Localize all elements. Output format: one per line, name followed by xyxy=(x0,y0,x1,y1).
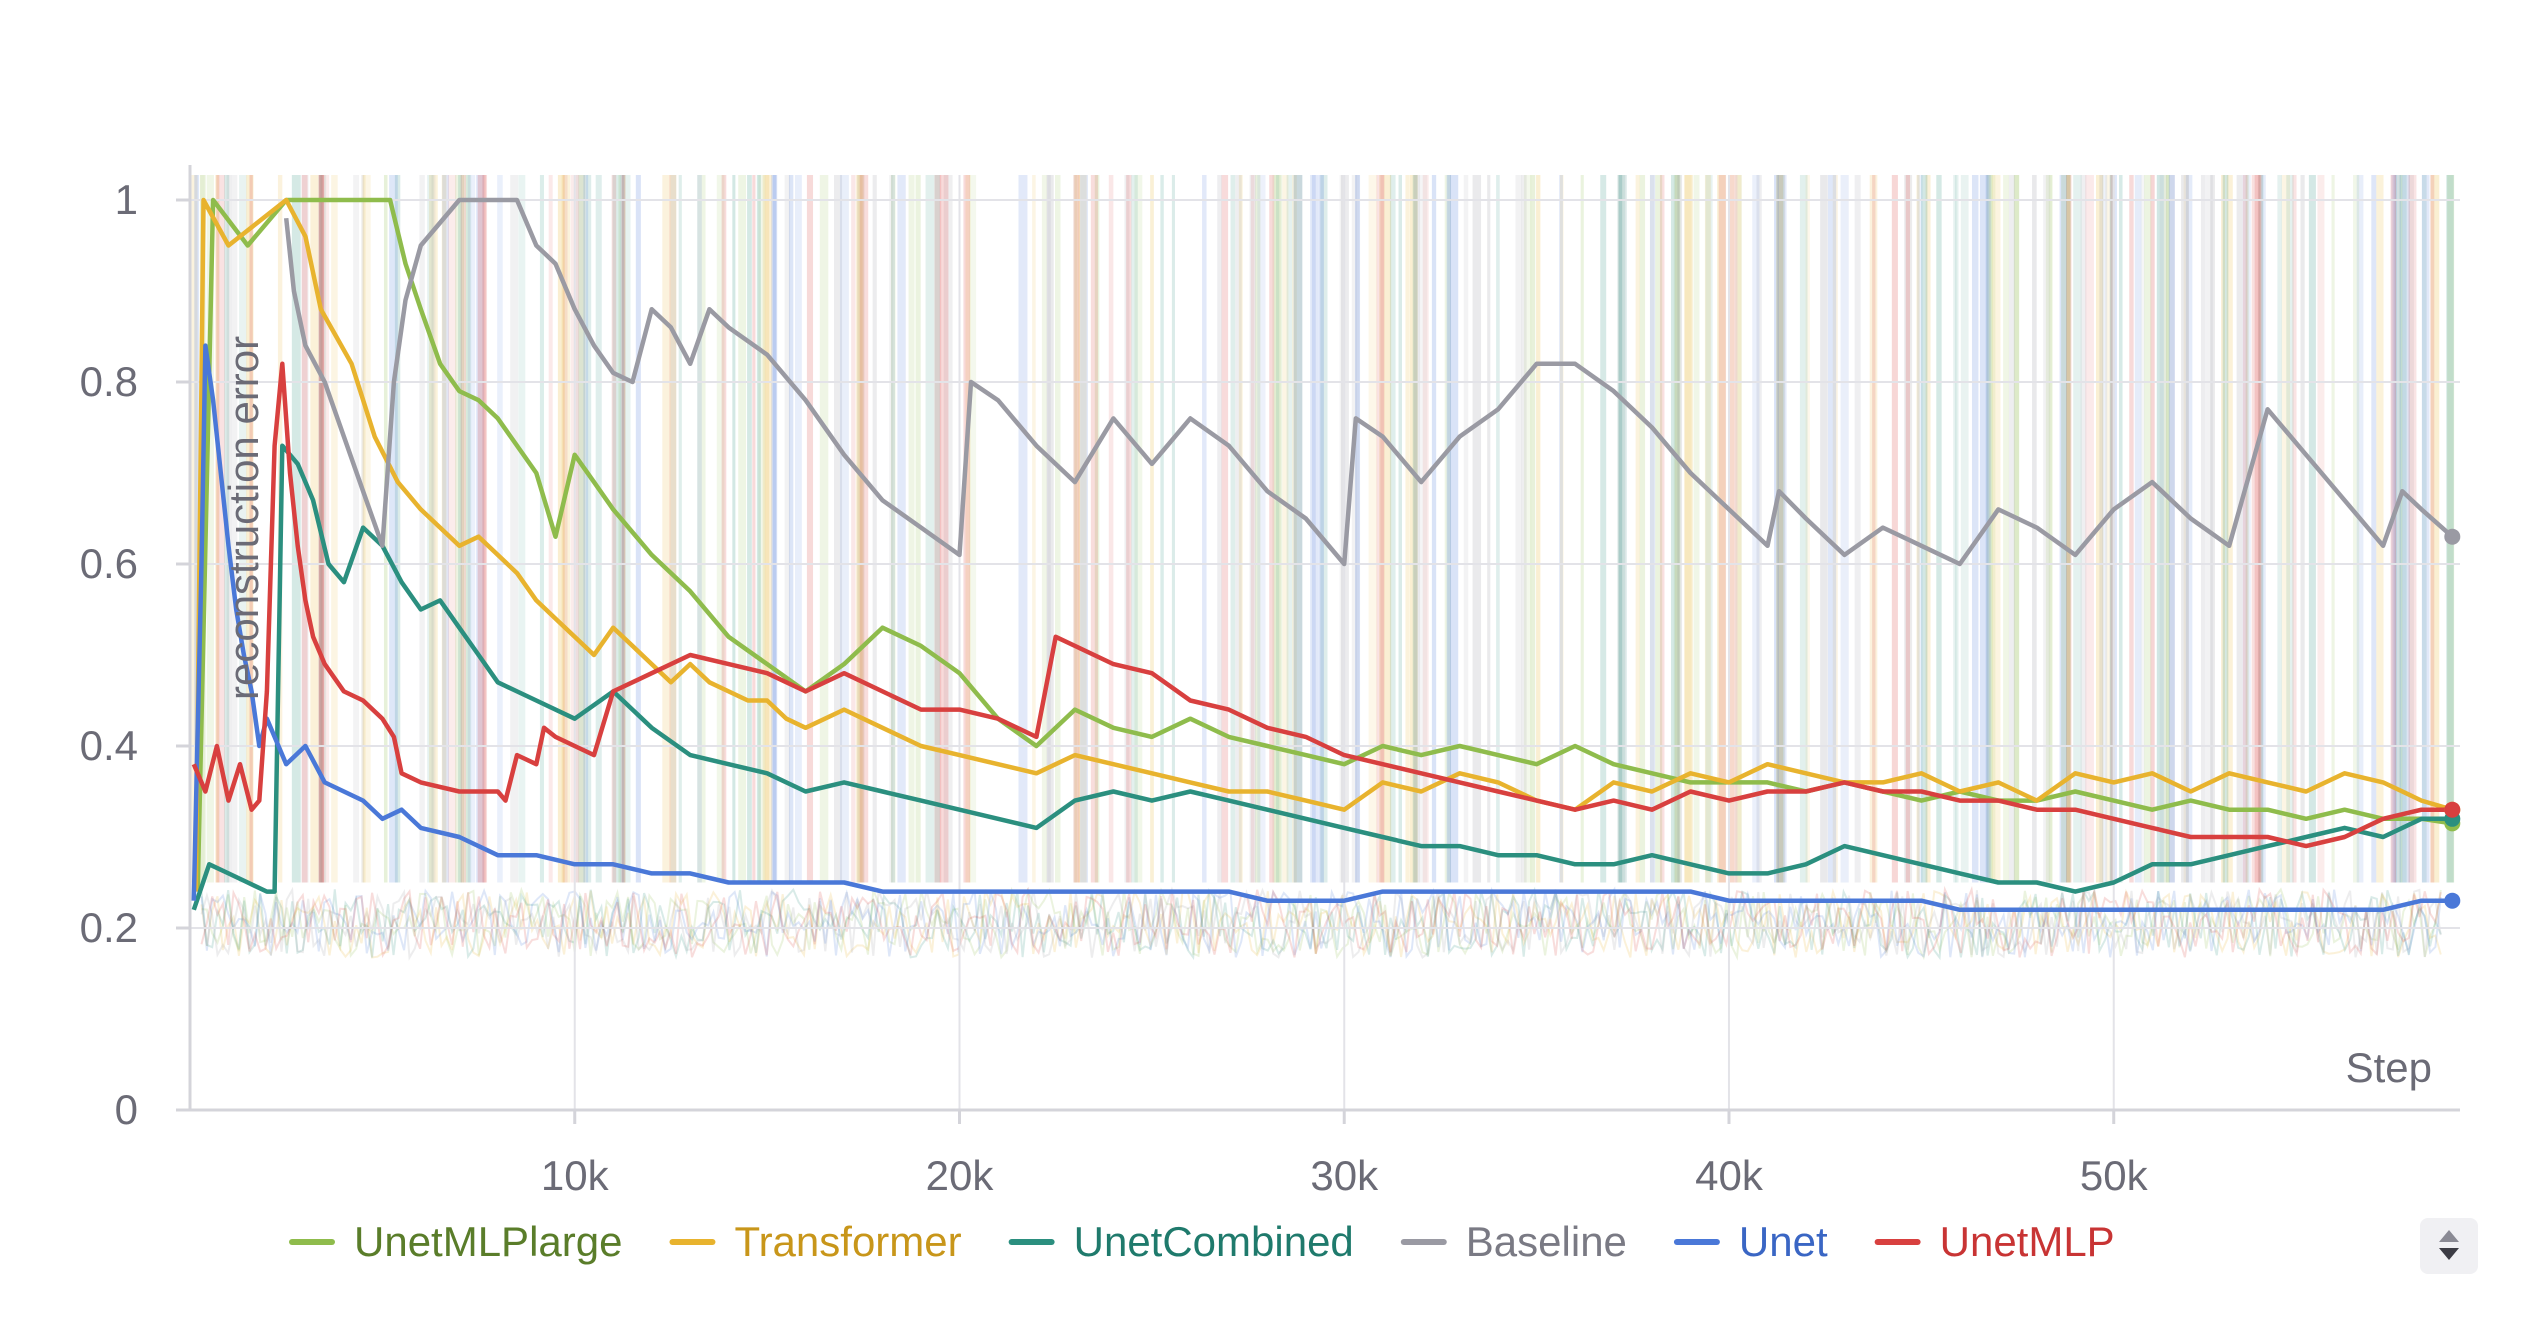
series-line-baseline[interactable] xyxy=(283,197,2454,567)
legend-label: Unet xyxy=(1739,1218,1828,1265)
x-tick-label: 40k xyxy=(1695,1152,1764,1199)
x-tick-label: 10k xyxy=(541,1152,610,1199)
legend-item-unet[interactable]: Unet xyxy=(1673,1218,1828,1265)
y-tick-label: 0.2 xyxy=(80,904,138,951)
y-tick-label: 0.6 xyxy=(80,540,138,587)
y-tick-label: 0.4 xyxy=(80,722,138,769)
legend-label: UnetMLPlarge xyxy=(354,1218,622,1265)
chevron-down-icon xyxy=(2439,1248,2459,1260)
series-line-unetcombined[interactable] xyxy=(191,443,2453,911)
x-tick-label: 30k xyxy=(1310,1152,1379,1199)
legend-item-transformer[interactable]: Transformer xyxy=(669,1218,962,1265)
legend-item-baseline[interactable]: Baseline xyxy=(1400,1218,1627,1265)
legend-label: UnetMLP xyxy=(1940,1218,2115,1265)
series-end-point-unet[interactable] xyxy=(2444,892,2461,909)
legend-item-unetcombined[interactable]: UnetCombined xyxy=(1008,1218,1354,1265)
legend-scroll-button[interactable] xyxy=(2420,1218,2478,1274)
legend-label: Baseline xyxy=(1466,1218,1627,1265)
x-tick-label: 50k xyxy=(2080,1152,2149,1199)
y-tick-label: 0.8 xyxy=(80,358,138,405)
series-end-point-unetmlp[interactable] xyxy=(2444,801,2461,818)
series-line-unet[interactable] xyxy=(191,343,2453,913)
x-tick-label: 20k xyxy=(926,1152,995,1199)
y-tick-label: 0 xyxy=(115,1086,138,1133)
series-line-unetmlp[interactable] xyxy=(191,361,2453,849)
legend: UnetMLPlarge Transformer UnetCombined Basel… xyxy=(289,1218,2115,1265)
series-lines xyxy=(191,197,2454,913)
series-end-markers xyxy=(2444,528,2461,909)
axes xyxy=(176,165,2460,1124)
background-noise-traces xyxy=(191,175,2455,961)
legend-item-unetmlp[interactable]: UnetMLP xyxy=(1874,1218,2115,1265)
legend-label: UnetCombined xyxy=(1074,1218,1354,1265)
series-line-unetmlplarge[interactable] xyxy=(195,197,2453,892)
chevron-up-icon xyxy=(2439,1230,2459,1242)
legend-label: Transformer xyxy=(734,1218,961,1265)
y-axis-title: reconstruction error xyxy=(220,336,267,700)
x-axis-title: Step xyxy=(2346,1044,2432,1091)
tick-labels: 0 0.2 0.4 0.6 0.8 1 10k 20k 30k 40k 50k xyxy=(80,176,2149,1199)
series-line-transformer[interactable] xyxy=(193,197,2453,892)
series-end-point-baseline[interactable] xyxy=(2444,528,2461,545)
legend-item-unetmlplarge[interactable]: UnetMLPlarge xyxy=(289,1218,622,1265)
y-tick-label: 1 xyxy=(115,176,138,223)
